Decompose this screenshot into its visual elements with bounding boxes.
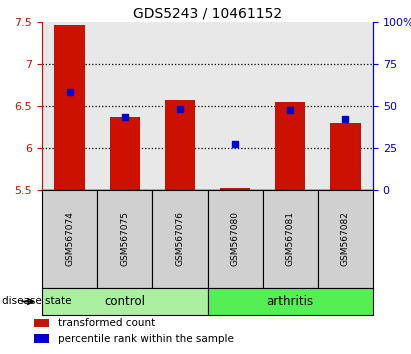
Text: GSM567076: GSM567076: [175, 211, 185, 267]
Bar: [97, 190, 152, 288]
Text: arthritis: arthritis: [267, 295, 314, 308]
Bar: [208, 190, 263, 288]
Bar: [165, 100, 195, 190]
Bar: [330, 123, 360, 190]
Text: control: control: [104, 295, 145, 308]
Text: GSM567080: GSM567080: [231, 211, 240, 267]
Bar: [152, 190, 208, 288]
Text: percentile rank within the sample: percentile rank within the sample: [58, 334, 233, 344]
Bar: [42, 288, 208, 315]
Text: GSM567074: GSM567074: [65, 212, 74, 267]
Bar: [42, 190, 97, 288]
Bar: [208, 288, 373, 315]
Bar: [34, 334, 49, 343]
Bar: [110, 117, 140, 190]
Bar: [34, 318, 49, 327]
Bar: [275, 102, 305, 190]
Bar: [54, 24, 85, 190]
Text: GSM567082: GSM567082: [341, 212, 350, 267]
Bar: [220, 188, 250, 190]
Text: disease state: disease state: [2, 297, 72, 307]
Title: GDS5243 / 10461152: GDS5243 / 10461152: [133, 7, 282, 21]
Bar: [263, 190, 318, 288]
Text: transformed count: transformed count: [58, 318, 155, 328]
Text: GSM567075: GSM567075: [120, 211, 129, 267]
Bar: [318, 190, 373, 288]
Text: GSM567081: GSM567081: [286, 211, 295, 267]
